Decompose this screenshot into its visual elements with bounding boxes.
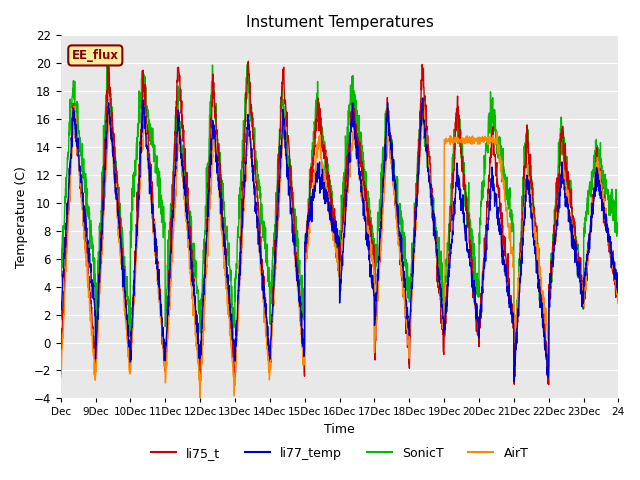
X-axis label: Time: Time xyxy=(324,423,355,436)
Text: EE_flux: EE_flux xyxy=(72,49,119,62)
Title: Instument Temperatures: Instument Temperatures xyxy=(246,15,433,30)
Legend: li75_t, li77_temp, SonicT, AirT: li75_t, li77_temp, SonicT, AirT xyxy=(146,442,533,465)
Y-axis label: Temperature (C): Temperature (C) xyxy=(15,166,28,268)
